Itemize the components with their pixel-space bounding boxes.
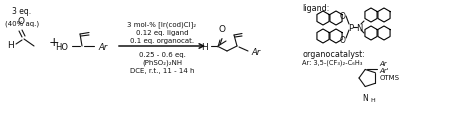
Text: N: N (362, 93, 368, 102)
Text: 3 eq.: 3 eq. (12, 6, 32, 15)
Text: (40% aq.): (40% aq.) (5, 21, 39, 27)
Text: organocatalyst:: organocatalyst: (302, 49, 365, 58)
Text: OTMS: OTMS (379, 75, 399, 81)
Text: Ar: Ar (98, 42, 107, 51)
Text: O: O (18, 17, 25, 26)
Text: Ar: 3,5-(CF₃)₂-C₆H₃: Ar: 3,5-(CF₃)₂-C₆H₃ (302, 59, 363, 66)
Text: HO: HO (55, 42, 68, 51)
Text: H: H (201, 42, 208, 51)
Text: (PhSO₂)₂NH: (PhSO₂)₂NH (142, 59, 182, 66)
Text: H: H (370, 97, 375, 102)
Text: N: N (356, 23, 362, 32)
Text: P: P (348, 23, 354, 32)
Text: O: O (219, 25, 226, 34)
Text: Ar: Ar (251, 47, 260, 56)
Text: Ar: Ar (379, 61, 387, 67)
Text: +: + (49, 35, 59, 48)
Text: H: H (7, 40, 14, 49)
Text: 0.12 eq. ligand: 0.12 eq. ligand (136, 30, 188, 36)
Text: Ar': Ar' (379, 68, 389, 74)
Text: 0.25 - 0.6 eq.: 0.25 - 0.6 eq. (138, 52, 185, 58)
Text: 0.1 eq. organocat.: 0.1 eq. organocat. (130, 38, 194, 44)
Text: O: O (339, 35, 345, 44)
Text: 3 mol-% [Ir(cod)Cl]₂: 3 mol-% [Ir(cod)Cl]₂ (128, 21, 197, 28)
Text: DCE, r.t., 11 - 14 h: DCE, r.t., 11 - 14 h (130, 67, 194, 73)
Text: ligand:: ligand: (302, 4, 329, 12)
Text: O: O (339, 11, 345, 20)
